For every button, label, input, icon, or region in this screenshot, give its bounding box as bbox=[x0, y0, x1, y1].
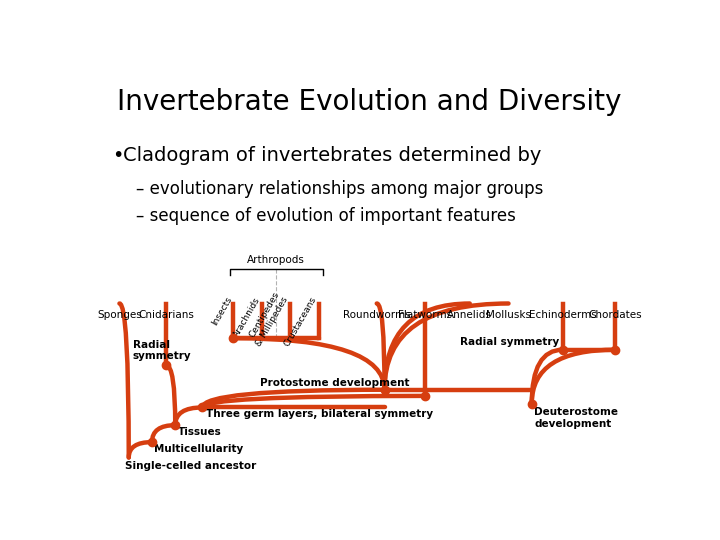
Text: Radial symmetry: Radial symmetry bbox=[459, 338, 559, 347]
Text: Sponges: Sponges bbox=[97, 309, 142, 320]
Text: Centipedes
& Millipedes: Centipedes & Millipedes bbox=[246, 290, 290, 348]
Text: Protostome development: Protostome development bbox=[261, 378, 410, 388]
Text: Cladogram of invertebrates determined by: Cladogram of invertebrates determined by bbox=[122, 146, 541, 165]
Text: Cnidarians: Cnidarians bbox=[138, 309, 194, 320]
Text: Echinoderms: Echinoderms bbox=[529, 309, 597, 320]
Text: Insects: Insects bbox=[210, 295, 233, 327]
Text: Deuterostome
development: Deuterostome development bbox=[534, 408, 618, 429]
Text: Radial
symmetry: Radial symmetry bbox=[132, 340, 192, 361]
Text: Single-celled ancestor: Single-celled ancestor bbox=[125, 461, 256, 471]
Text: Mollusks: Mollusks bbox=[486, 309, 531, 320]
Text: Three germ layers, bilateral symmetry: Three germ layers, bilateral symmetry bbox=[206, 409, 433, 419]
Text: •: • bbox=[112, 146, 123, 165]
Text: Flatworms: Flatworms bbox=[397, 309, 452, 320]
Text: Multicellularity: Multicellularity bbox=[154, 444, 243, 454]
Text: Tissues: Tissues bbox=[178, 427, 221, 437]
Text: – evolutionary relationships among major groups: – evolutionary relationships among major… bbox=[137, 180, 544, 198]
Text: Arthropods: Arthropods bbox=[247, 255, 305, 265]
Text: – sequence of evolution of important features: – sequence of evolution of important fea… bbox=[137, 207, 516, 225]
Text: Roundworms: Roundworms bbox=[343, 309, 410, 320]
Text: Arachnids: Arachnids bbox=[232, 295, 262, 339]
Text: Annelids: Annelids bbox=[447, 309, 492, 320]
Text: Crustaceans: Crustaceans bbox=[283, 295, 319, 348]
Text: Chordates: Chordates bbox=[589, 309, 642, 320]
Text: Invertebrate Evolution and Diversity: Invertebrate Evolution and Diversity bbox=[117, 88, 621, 116]
